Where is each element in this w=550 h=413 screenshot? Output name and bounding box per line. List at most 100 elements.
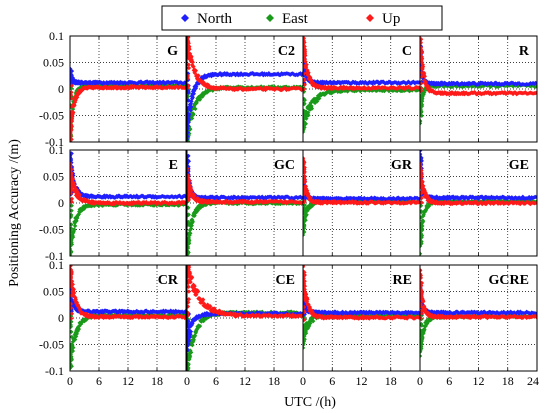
data-point [237, 72, 243, 78]
data-point [174, 79, 180, 85]
data-point [458, 196, 463, 201]
data-point [111, 86, 116, 91]
data-point [187, 245, 191, 251]
data-point [141, 309, 147, 315]
data-point [70, 104, 75, 109]
series-up [70, 265, 186, 321]
data-point [438, 82, 443, 87]
data-point [71, 110, 76, 115]
data-point [420, 158, 424, 164]
data-point [303, 191, 307, 197]
data-point [187, 219, 191, 225]
data-point [70, 275, 74, 281]
series-up [187, 166, 303, 206]
data-point [420, 60, 425, 65]
data-point [197, 97, 203, 102]
data-point [303, 160, 307, 165]
data-point [183, 308, 186, 314]
data-point [461, 90, 466, 95]
data-point [192, 213, 197, 218]
data-point [187, 180, 191, 185]
data-points [68, 151, 186, 262]
data-point [187, 192, 191, 198]
data-point [147, 201, 152, 206]
data-point [420, 184, 425, 190]
data-point [71, 345, 76, 350]
data-point [192, 333, 198, 338]
tick-marks [448, 150, 509, 256]
data-point [402, 86, 407, 92]
data-point [534, 194, 537, 200]
data-point [68, 258, 72, 262]
data-point [525, 196, 531, 201]
data-point [187, 173, 191, 178]
data-point [420, 81, 424, 86]
legend-box [161, 5, 443, 31]
data-point [534, 90, 537, 95]
data-point [187, 189, 191, 194]
panel-ge: GE [419, 149, 538, 257]
data-point [376, 85, 382, 90]
data-point [72, 99, 78, 105]
data-point [190, 219, 195, 224]
data-point [174, 195, 180, 200]
data-point [370, 81, 375, 86]
legend-label: North [197, 11, 232, 27]
tick-marks [448, 36, 509, 142]
data-point [420, 150, 423, 153]
series-up [420, 36, 537, 97]
data-point [70, 187, 74, 192]
data-point [509, 199, 515, 205]
data-point [303, 232, 306, 238]
tick-marks [331, 150, 392, 256]
data-point [187, 222, 191, 228]
data-point [235, 71, 240, 76]
panel-label: C [402, 44, 412, 59]
data-point [304, 212, 309, 217]
data-point [534, 83, 537, 89]
data-point [70, 311, 75, 316]
data-point [70, 191, 74, 196]
data-point [187, 123, 191, 129]
series-up [420, 161, 537, 207]
data-point [70, 305, 74, 311]
data-point [303, 101, 307, 106]
data-point [417, 86, 420, 91]
data-point [190, 95, 195, 100]
data-point [190, 342, 195, 348]
data-point [534, 81, 537, 86]
data-point [70, 172, 74, 177]
data-point [513, 90, 518, 95]
data-point [421, 70, 427, 76]
data-point [187, 134, 190, 139]
data-points [187, 153, 303, 256]
legend-marker [366, 14, 374, 22]
data-points [70, 66, 186, 142]
data-point [70, 134, 73, 139]
tick-marks [98, 36, 158, 142]
data-point [283, 198, 288, 204]
data-point [420, 223, 425, 229]
data-point [206, 83, 212, 88]
data-point [70, 235, 74, 240]
data-point [303, 179, 307, 185]
data-point [420, 172, 424, 177]
data-point [70, 226, 74, 231]
data-point [77, 209, 83, 214]
data-point [140, 193, 146, 199]
data-point [187, 62, 191, 67]
data-point [300, 200, 303, 205]
data-point [113, 84, 119, 89]
data-point [303, 82, 307, 87]
data-point [72, 102, 77, 108]
data-point [303, 49, 308, 55]
panel-label: GE [509, 158, 529, 173]
data-point [316, 96, 322, 101]
data-point [306, 193, 311, 198]
data-point [188, 104, 194, 109]
data-point [298, 86, 303, 92]
panel-background [420, 36, 537, 142]
data-point [385, 80, 391, 86]
data-point [509, 82, 515, 88]
panel-label: C2 [278, 44, 295, 59]
